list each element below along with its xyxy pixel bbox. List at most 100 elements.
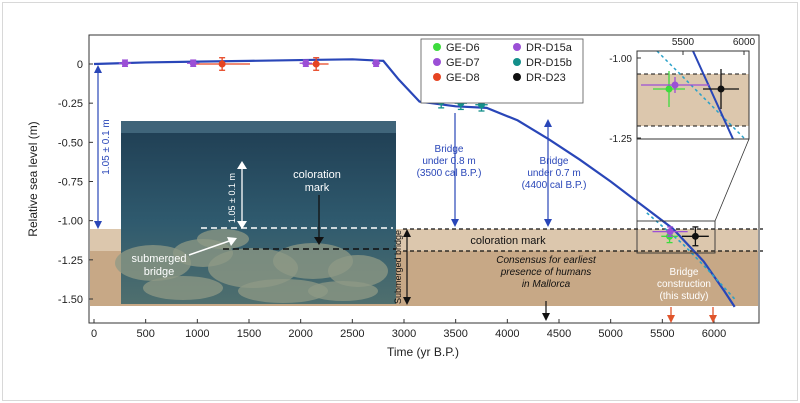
y-tick-label: -0.25 [58, 98, 83, 110]
arrow-head [94, 65, 102, 73]
inset-y-tick-label: -1.00 [609, 54, 632, 65]
inset-x-tick-label: 6000 [733, 37, 756, 48]
data-point-ge-d8 [312, 60, 320, 68]
legend-marker [433, 58, 441, 66]
inset-y-tick-label: -1.25 [609, 134, 632, 145]
arrow-head [227, 237, 237, 246]
y-tick-label: 0 [77, 59, 83, 71]
arrow-head [451, 219, 459, 227]
arrow-head [94, 221, 102, 229]
inset-point [665, 85, 673, 93]
photo-bridge-label: submerged [131, 253, 186, 265]
legend-label: DR-D15b [526, 57, 572, 69]
x-tick-label: 0 [91, 328, 97, 340]
data-point-ge-d8 [218, 60, 226, 68]
bridge2-label: under 0.7 m [527, 168, 580, 179]
coloration-band-label: coloration mark [470, 235, 546, 247]
x-tick-label: 5000 [598, 328, 622, 340]
x-tick-label: 4000 [495, 328, 519, 340]
photo-bridge-label: bridge [144, 266, 175, 278]
data-point-dr-d15a [302, 59, 310, 67]
arrow-head [542, 313, 550, 321]
legend-box [420, 38, 584, 104]
inset-uncertainty [656, 50, 746, 140]
photo-mark-label: coloration [293, 169, 341, 181]
legend-marker [513, 43, 521, 51]
y-tick-label: -1.00 [58, 216, 83, 228]
inset-point [717, 85, 725, 93]
submerged-rock [115, 245, 191, 281]
legend-marker [513, 73, 521, 81]
legend-label: DR-D15a [526, 42, 573, 54]
zoom-box [636, 220, 716, 254]
y-tick-label: -1.50 [58, 294, 83, 306]
submerged-bridge-label: Submerged bridge [393, 230, 403, 304]
bridge1-label: (3500 cal B.P.) [417, 168, 482, 179]
x-tick-label: 3500 [443, 328, 467, 340]
inset-x-tick-label: 5500 [672, 37, 695, 48]
bridge1-label: under 0.8 m [422, 156, 475, 167]
legend-label: DR-D23 [526, 72, 566, 84]
legend-label: GE-D8 [446, 72, 480, 84]
arrow-head [667, 315, 675, 323]
x-tick-label: 500 [136, 328, 154, 340]
inset-band [637, 74, 749, 126]
y-tick-label: -1.25 [58, 255, 83, 267]
arrow-head [544, 219, 552, 227]
data-point-dr-d15a [121, 59, 129, 67]
x-tick-label: 2000 [288, 328, 312, 340]
bridge1-label: Bridge [435, 144, 464, 155]
legend-marker [433, 73, 441, 81]
arrow-head [709, 315, 717, 323]
arrow-head [237, 221, 247, 229]
photo-range-label: 1.05 ± 0.1 m [227, 173, 237, 223]
bridge-construction-label: Bridge [670, 267, 699, 278]
x-tick-label: 1500 [237, 328, 261, 340]
x-tick-label: 5500 [650, 328, 674, 340]
y-axis-label: Relative sea level (m) [26, 121, 40, 236]
x-tick-label: 6000 [702, 328, 726, 340]
legend-marker [513, 58, 521, 66]
data-point-ge-d7 [666, 228, 674, 236]
x-tick-label: 4500 [547, 328, 571, 340]
submerged-rock [197, 229, 249, 249]
legend-label: GE-D7 [446, 57, 480, 69]
consensus-label: Consensus for earliest [496, 255, 597, 266]
plot-frame [88, 34, 760, 324]
x-tick-label: 2500 [340, 328, 364, 340]
photo-bridge-arrow [188, 238, 236, 256]
arrow-head [544, 119, 552, 127]
inset-curve [692, 50, 734, 140]
y-tick-label: -0.75 [58, 177, 83, 189]
submerged-rock [238, 279, 328, 303]
data-point-dr-d23 [691, 232, 699, 240]
water-surface [121, 121, 396, 133]
legend-label: GE-D6 [446, 42, 480, 54]
y-tick-label: -0.50 [58, 137, 83, 149]
legend-marker [433, 43, 441, 51]
bridge2-label: (4400 cal B.P.) [522, 180, 587, 191]
sea-level-curve [93, 58, 736, 308]
arrow-head [314, 237, 324, 245]
bridge-construction-label: construction [657, 279, 711, 290]
consensus-label: presence of humans [500, 267, 592, 278]
submerged-rock [308, 281, 378, 301]
bridge2-label: Bridge [540, 156, 569, 167]
data-point-dr-d15a [372, 59, 380, 67]
arrow-head [403, 229, 411, 237]
x-tick-label: 1000 [185, 328, 209, 340]
photo-mark-label: mark [305, 182, 330, 194]
consensus-label: in Mallorca [522, 279, 571, 290]
data-point-dr-d15a [189, 59, 197, 67]
arrow-head [403, 297, 411, 305]
arrow-head [237, 161, 247, 169]
submerged-rock [143, 276, 223, 300]
submerged-rock [328, 255, 388, 287]
uncertainty-curve [646, 212, 736, 300]
x-axis-label: Time (yr B.P.) [387, 345, 459, 359]
bridge-construction-label: (this study) [660, 291, 709, 302]
left-range-label: 1.05 ± 0.1 m [101, 119, 112, 175]
inset-point [671, 81, 679, 89]
